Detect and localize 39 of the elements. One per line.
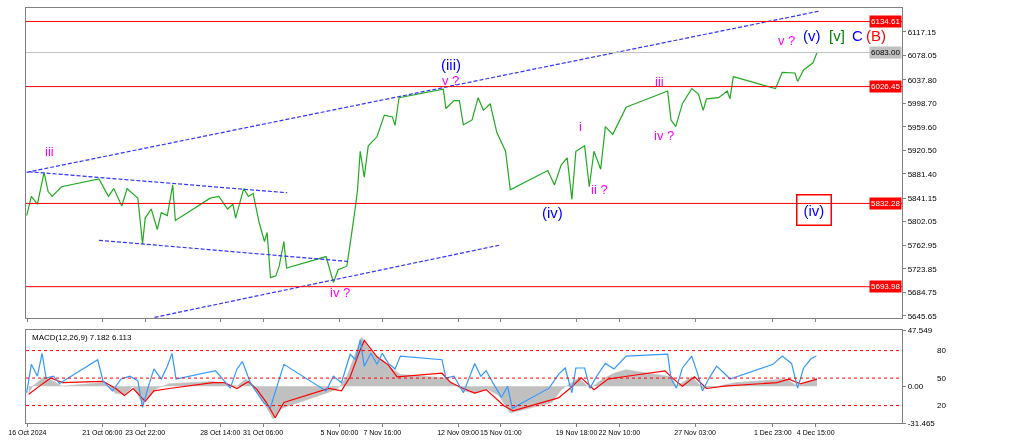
y-tick-label: 47.549: [907, 326, 933, 336]
y-tick-label: 5684.75: [907, 288, 938, 298]
y-tick-label: 5920.50: [907, 146, 938, 156]
annotation: v ?: [778, 33, 796, 48]
y-tick-label: 5645.65: [907, 311, 938, 321]
annotation: (B): [866, 27, 886, 44]
y-tick-label: 5881.40: [907, 169, 938, 179]
y-tick-label: 5723.85: [907, 264, 938, 274]
ref-line-label: 5693.98: [871, 282, 901, 291]
ref-line-label: 5832.28: [871, 199, 901, 208]
y-tick-label: -31.465: [907, 418, 936, 428]
y-tick-label: 6117.15: [907, 27, 937, 37]
annotation: ii ?: [591, 182, 608, 197]
annotation: iv ?: [330, 285, 351, 300]
annotation: (iv): [542, 204, 563, 221]
y2-tick-label: 80: [937, 346, 947, 356]
annotation: iii: [45, 144, 54, 159]
annotation: iv ?: [654, 128, 675, 143]
y2-tick-label: 20: [937, 401, 947, 411]
ref-line-label: 6026.45: [871, 82, 901, 91]
annotation: [v]: [829, 27, 845, 44]
y-tick-label: 5959.60: [907, 122, 938, 132]
y2-tick-label: 50: [937, 373, 947, 383]
y-tick-label: 5998.70: [907, 99, 938, 109]
ref-line-label: 6083.00: [871, 48, 901, 57]
y-tick-label: 5802.05: [907, 217, 938, 227]
annotation: C: [852, 27, 863, 44]
annotation: (iii): [441, 56, 461, 73]
y-tick-label: 5841.15: [907, 193, 938, 203]
annotation: (iv): [803, 201, 825, 219]
annotation: (v): [803, 27, 821, 44]
annotation: iii: [655, 74, 664, 89]
ref-line-label: 6134.61: [871, 17, 901, 26]
annotation: i: [579, 119, 582, 134]
y-tick-label: 6037.80: [907, 75, 938, 85]
y-tick-label: 0.00: [907, 381, 924, 391]
y-tick-label: 6078.05: [907, 51, 938, 61]
y-tick-label: 5762.95: [907, 240, 938, 250]
annotation: v ?: [442, 73, 460, 88]
